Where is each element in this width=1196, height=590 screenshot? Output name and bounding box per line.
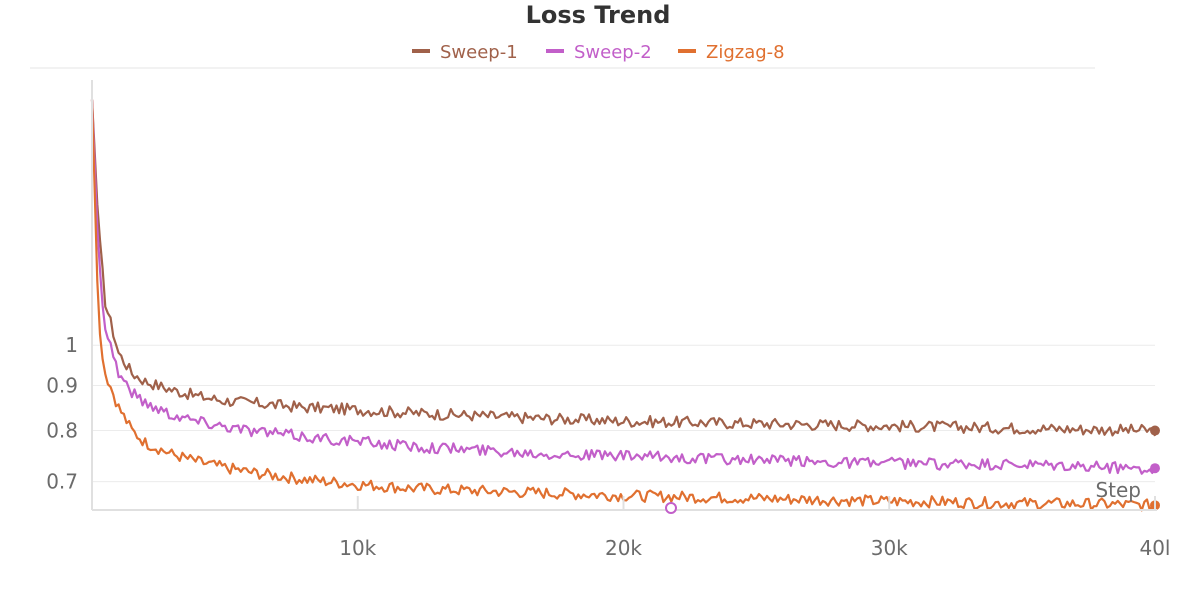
x-tick-label: 30k (871, 536, 908, 560)
gridlines (92, 344, 1155, 483)
x-axis-label: Step (1095, 478, 1141, 502)
legend-item-zigzag-8[interactable]: Zigzag-8 (678, 42, 785, 63)
x-axis-ticks: 10k 20k 30k 40l (339, 496, 1171, 560)
series-line-sweep-2 (90, 99, 1157, 475)
series-lines (90, 99, 1160, 512)
legend-item-sweep-2[interactable]: Sweep-2 (546, 42, 652, 63)
y-tick-label: 0.9 (46, 373, 78, 397)
y-tick-label: 0.8 (46, 419, 78, 443)
y-axis-ticks: 0.7 0.8 0.9 1 (46, 333, 78, 493)
y-tick-label: 0.7 (46, 470, 78, 494)
series-endpoint-sweep-1 (1150, 425, 1160, 436)
y-tick-label: 1 (65, 333, 78, 357)
chart-title: Loss Trend (526, 1, 671, 29)
hover-marker[interactable] (665, 502, 677, 514)
legend-item-sweep-1[interactable]: Sweep-1 (412, 42, 518, 63)
legend-label: Zigzag-8 (706, 42, 785, 63)
series-line-sweep-1 (90, 99, 1157, 437)
series-line-zigzag-8 (90, 99, 1156, 512)
x-tick-label: 40l (1139, 536, 1170, 560)
legend: Sweep-1 Sweep-2 Zigzag-8 (412, 42, 785, 63)
legend-label: Sweep-2 (574, 42, 652, 63)
series-endpoint-sweep-2 (1150, 463, 1160, 474)
x-tick-label: 10k (339, 536, 376, 560)
legend-label: Sweep-1 (440, 42, 518, 63)
x-tick-label: 20k (605, 536, 642, 560)
